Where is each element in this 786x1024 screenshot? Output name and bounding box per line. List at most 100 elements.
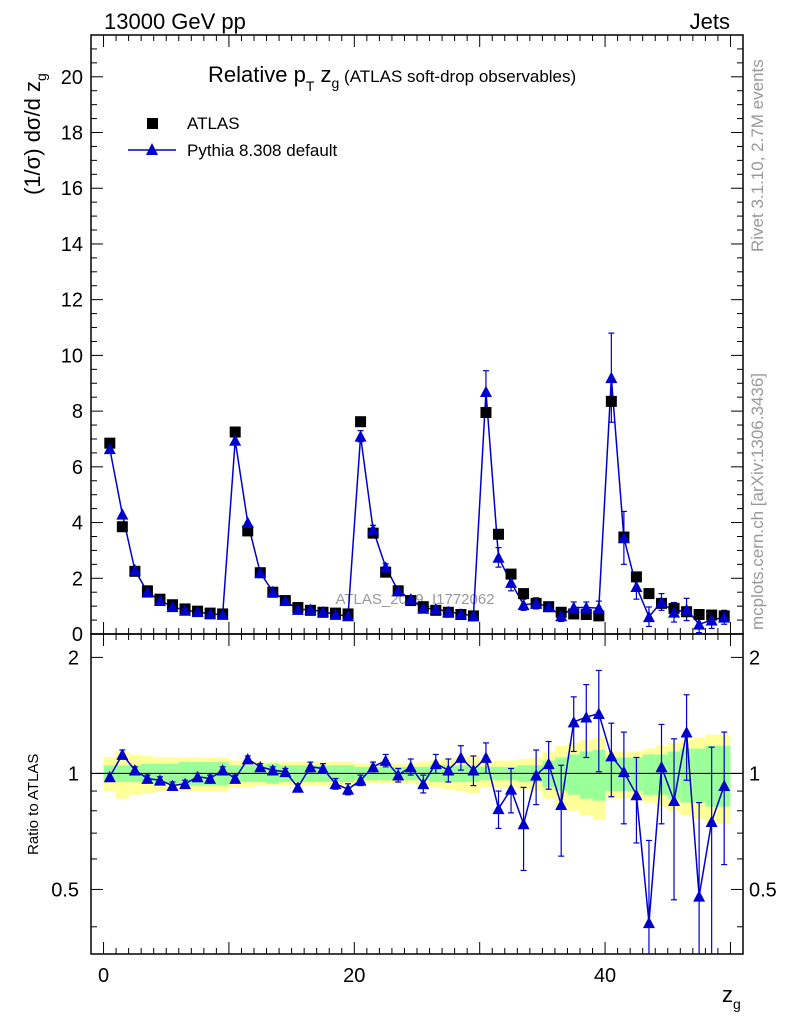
- pythia-data-point: [479, 385, 492, 398]
- pythia-series-line: [109, 377, 725, 626]
- pythia-data-point: [128, 563, 141, 576]
- pythia-data-point: [141, 586, 154, 598]
- pythia-data-point: [279, 594, 292, 606]
- mcplots-label: mcplots.cern.ch [arXiv:1306.3436]: [748, 372, 767, 630]
- ratio-data-point: [367, 760, 380, 773]
- ratio-data-point: [191, 770, 204, 783]
- pythia-data-point: [229, 434, 242, 446]
- ratio-data-point: [103, 770, 116, 783]
- x-tick-label: 0: [98, 965, 109, 987]
- y-axis-label-main: (1/σ) dσ/d z: [20, 81, 45, 195]
- title-sub-g: g: [332, 75, 340, 91]
- title-z: z: [314, 62, 331, 87]
- ratio-band-inner: [642, 754, 656, 795]
- ratio-y-tick-label-right: 0.5: [749, 879, 777, 901]
- legend-pythia-marker: [146, 143, 158, 155]
- pythia-data-point: [517, 598, 530, 611]
- x-axis-label-main: z: [722, 982, 733, 1007]
- ratio-data-point: [241, 752, 254, 765]
- ratio-axis-ticks: 0 20 40 0.5 0.5 1 1 2 2: [51, 634, 777, 987]
- ratio-y-tick-label: 0.5: [51, 879, 79, 901]
- ratio-data-point: [116, 748, 129, 760]
- pythia-data-point: [642, 610, 655, 623]
- x-axis-label: zg: [722, 982, 741, 1012]
- y-axis-label-sub: g: [33, 73, 49, 81]
- ratio-data-point: [166, 779, 179, 791]
- main-data-layer: [103, 332, 731, 634]
- ratio-data-point: [229, 772, 242, 784]
- pythia-data-point: [254, 566, 267, 579]
- atlas-data-point: [493, 528, 504, 540]
- ratio-data-point: [605, 749, 618, 762]
- ratio-data-point: [141, 772, 154, 784]
- ratio-data-point: [668, 794, 681, 807]
- pythia-data-point: [266, 585, 279, 598]
- pythia-data-point: [191, 605, 204, 618]
- ratio-y-tick-label: 2: [68, 647, 79, 669]
- pythia-data-point: [555, 609, 568, 622]
- y-tick-label: 8: [72, 401, 83, 423]
- pythia-data-point: [592, 602, 605, 614]
- ratio-band-inner: [580, 751, 593, 799]
- pythia-data-point: [216, 608, 229, 620]
- ratio-data-point: [693, 890, 706, 902]
- y-tick-label: 6: [72, 457, 83, 479]
- x-tick-label: 20: [343, 965, 365, 987]
- ratio-data-point: [354, 774, 367, 786]
- y-axis-label: (1/σ) dσ/d zg: [20, 73, 49, 195]
- ratio-data-point: [342, 783, 355, 795]
- ratio-data-point: [479, 751, 492, 763]
- ratio-data-layer: [91, 669, 743, 954]
- y-tick-label: 16: [61, 178, 83, 200]
- pythia-data-point: [668, 606, 681, 618]
- y-tick-label: 2: [72, 568, 83, 590]
- atlas-data-point: [242, 525, 254, 537]
- title-main: Relative p: [208, 62, 306, 87]
- ratio-data-point: [705, 815, 718, 827]
- ratio-data-point: [204, 772, 217, 784]
- ratio-y-tick-label: 1: [68, 763, 79, 785]
- pythia-data-point: [467, 609, 480, 622]
- pythia-data-point: [342, 609, 355, 622]
- pythia-data-point: [680, 603, 693, 615]
- ratio-data-point: [567, 715, 580, 728]
- ratio-band-inner: [692, 748, 706, 803]
- atlas-data-point: [643, 588, 655, 600]
- ratio-data-point: [655, 760, 668, 773]
- pythia-data-point: [617, 531, 630, 544]
- ratio-data-point: [454, 751, 467, 763]
- pythia-data-point: [204, 607, 217, 620]
- atlas-data-point: [605, 395, 617, 407]
- ratio-series-line: [109, 712, 725, 923]
- pythia-data-point: [179, 604, 192, 616]
- ratio-data-point: [642, 916, 655, 929]
- legend-atlas-label: ATLAS: [187, 114, 240, 133]
- ratio-data-point: [216, 764, 229, 776]
- ratio-data-point: [505, 783, 518, 795]
- pythia-data-point: [329, 608, 342, 620]
- pythia-data-point: [542, 600, 555, 613]
- atlas-data-point: [568, 608, 580, 620]
- ratio-data-point: [542, 757, 555, 770]
- pythia-data-point: [417, 602, 430, 614]
- y-tick-label: 4: [72, 513, 83, 535]
- ratio-data-point: [467, 764, 480, 776]
- ratio-band-inner: [592, 750, 606, 801]
- legend-pythia-label: Pythia 8.308 default: [187, 141, 338, 160]
- energy-label: 13000 GeV pp: [104, 9, 246, 34]
- y-tick-label: 20: [61, 67, 83, 89]
- ratio-data-point: [530, 769, 543, 781]
- atlas-data-point: [518, 588, 530, 600]
- ratio-panel-frame: [90, 633, 744, 955]
- pythia-data-point: [153, 594, 166, 606]
- ratio-data-point: [617, 765, 630, 778]
- pythia-data-point: [454, 607, 467, 620]
- ratio-data-point: [592, 707, 605, 719]
- atlas-data-point: [580, 608, 592, 620]
- ratio-data-point: [153, 774, 166, 786]
- ratio-y-axis-label: Ratio to ATLAS: [25, 754, 42, 855]
- y-tick-label: 10: [61, 345, 83, 367]
- y-tick-label: 12: [61, 290, 83, 312]
- pythia-data-point: [718, 611, 731, 623]
- pythia-data-point: [316, 605, 329, 618]
